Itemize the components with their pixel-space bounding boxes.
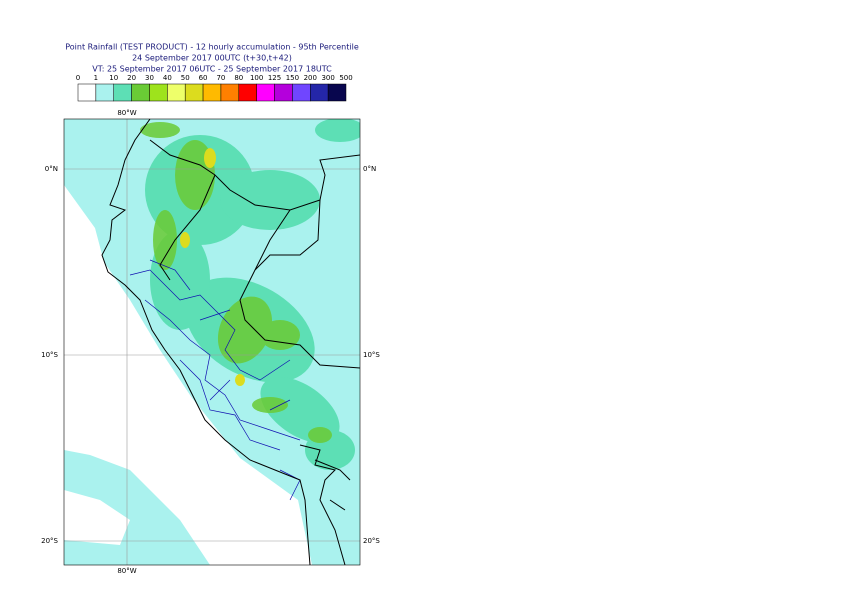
legend-label: 20 [127, 74, 136, 82]
lat-label: 20°S [41, 537, 58, 545]
legend-swatch [149, 83, 168, 102]
legend-swatch [113, 83, 132, 102]
region-borders [129, 259, 301, 501]
legend-label: 60 [199, 74, 208, 82]
legend-swatch [310, 83, 329, 102]
legend-swatch [167, 83, 186, 102]
lat-label: 10°S [41, 351, 58, 359]
legend-label: 10 [109, 74, 118, 82]
dry-area [64, 490, 130, 545]
legend-swatch [238, 83, 257, 102]
legend-swatch [131, 83, 150, 102]
lat-label: 0°N [45, 165, 58, 173]
legend-swatch [202, 83, 222, 102]
legend-label: 0 [76, 74, 80, 82]
title-line: VT: 25 September 2017 06UTC - 25 Septemb… [92, 65, 332, 74]
legend-label: 200 [304, 74, 317, 82]
map-frame [63, 118, 361, 566]
legend-label: 30 [145, 74, 154, 82]
legend-label: 80 [234, 74, 243, 82]
coastline [101, 119, 360, 565]
title-line: 24 September 2017 00UTC (t+30,t+42) [132, 54, 292, 63]
legend-label: 50 [181, 74, 190, 82]
legend-label: 100 [250, 74, 263, 82]
legend-label: 40 [163, 74, 172, 82]
lat-label: 10°S [363, 351, 380, 359]
legend-label: 500 [339, 74, 352, 82]
lat-label: 0°N [363, 165, 376, 173]
legend-label: 125 [268, 74, 281, 82]
legend-swatch [327, 83, 347, 102]
legend-label: 1 [94, 74, 98, 82]
rain-area [180, 148, 245, 386]
legend-swatch [256, 83, 275, 102]
map: 80°W 80°W 0°N 0°N 10°S 10°S 20°S 20°S [41, 109, 380, 575]
dry-area [64, 185, 312, 565]
legend-swatch [184, 83, 204, 102]
legend-label: 70 [216, 74, 225, 82]
legend: 0 1 10 20 30 40 50 60 70 80 100 125 150 200 300 500 [76, 74, 353, 102]
title-line: Point Rainfall (TEST PRODUCT) - 12 hourl… [65, 43, 359, 52]
legend-swatch [77, 83, 97, 102]
legend-swatch [292, 83, 311, 102]
legend-swatch [274, 83, 293, 102]
lat-label: 20°S [363, 537, 380, 545]
legend-label: 300 [321, 74, 334, 82]
legend-label: 150 [286, 74, 299, 82]
legend-swatch [220, 83, 240, 102]
lon-label: 80°W [117, 109, 136, 117]
legend-swatch [95, 83, 114, 102]
lon-label: 80°W [117, 567, 136, 575]
dry-area [64, 380, 80, 425]
